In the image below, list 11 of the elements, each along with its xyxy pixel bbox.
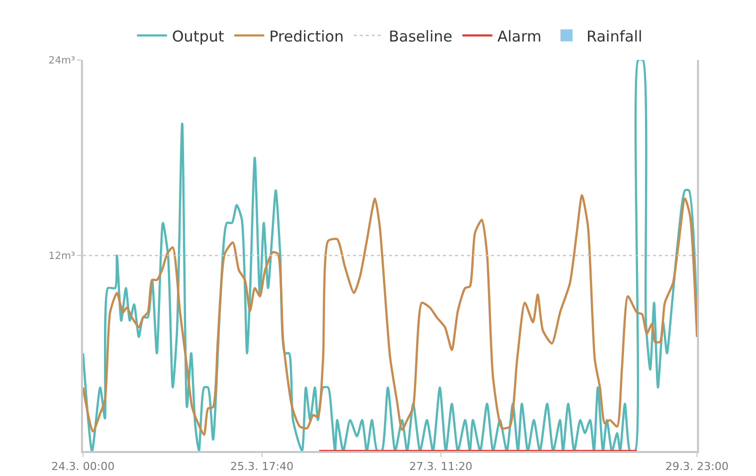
x-tick-label: 27.3. 11:20 xyxy=(409,460,472,474)
x-tick-label: 29.3. 23:00 xyxy=(665,460,729,474)
x-tick-label: 25.3. 17:40 xyxy=(230,460,294,474)
legend-label: Output xyxy=(172,27,224,46)
legend-label: Rainfall xyxy=(586,27,642,46)
x-tick-label: 24.3. 00:00 xyxy=(51,460,115,474)
legend-label: Baseline xyxy=(388,27,452,46)
legend-label: Prediction xyxy=(269,27,344,46)
y-tick-label: 12m³ xyxy=(48,251,75,262)
legend-label: Alarm xyxy=(497,27,542,46)
y-tick-label: 24m³ xyxy=(48,56,75,66)
